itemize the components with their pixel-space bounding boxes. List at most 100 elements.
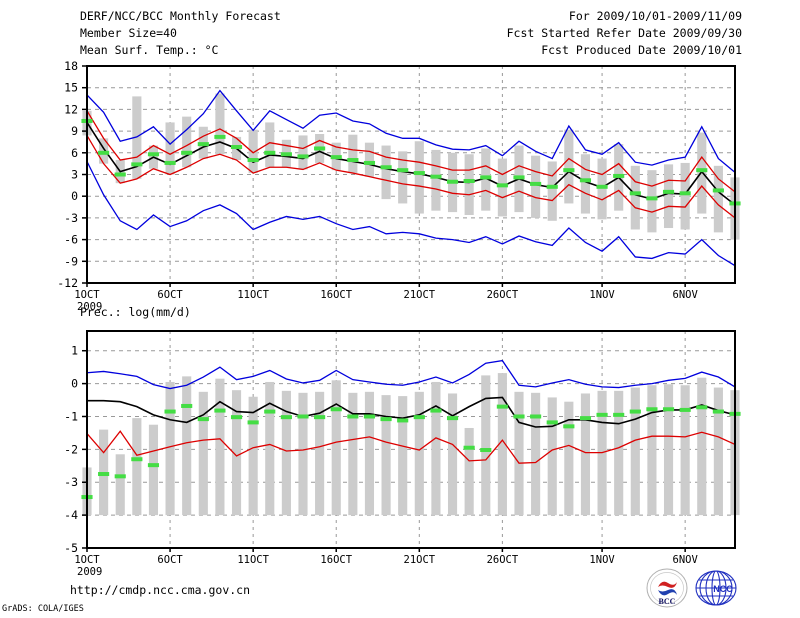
median-marker bbox=[363, 160, 376, 165]
y-tick-label: 15 bbox=[64, 81, 78, 95]
box-whisker-bar bbox=[165, 122, 175, 175]
box-whisker-bar bbox=[531, 155, 541, 218]
box-whisker-bar bbox=[713, 165, 723, 233]
series-min bbox=[86, 161, 736, 267]
x-tick-label: 6OCT bbox=[157, 554, 183, 566]
median-marker bbox=[446, 416, 459, 421]
median-marker bbox=[280, 415, 292, 420]
median-marker bbox=[397, 168, 409, 173]
median-marker bbox=[712, 409, 724, 414]
y-tick-label: 1 bbox=[71, 344, 78, 358]
box-whisker-bar bbox=[497, 373, 507, 516]
median-marker bbox=[147, 463, 160, 468]
median-marker bbox=[679, 191, 691, 196]
box-whisker-bar bbox=[315, 391, 325, 516]
box-whisker-bar bbox=[248, 129, 258, 174]
box-whisker-bar bbox=[132, 96, 142, 179]
y-tick-label: -1 bbox=[64, 409, 78, 423]
box-whisker-bar bbox=[663, 384, 674, 516]
median-marker bbox=[463, 445, 475, 450]
box-whisker-bar bbox=[198, 391, 208, 516]
x-tick-label: 16OCT bbox=[320, 554, 352, 566]
x-tick-label: 11OCT bbox=[237, 289, 269, 301]
median-marker bbox=[164, 160, 176, 165]
median-marker bbox=[214, 134, 226, 139]
temperature-chart-panel: 18 15 12 9 6 3 0 -3 -6 -9 -12 1OCT 6OCT 11OCT 16OCT 21O… bbox=[0, 60, 800, 310]
median-marker bbox=[530, 414, 542, 419]
median-marker bbox=[513, 414, 525, 419]
box-whisker-bar bbox=[231, 390, 242, 516]
box-whisker-bar bbox=[647, 170, 657, 233]
box-whisker-bar bbox=[680, 385, 690, 516]
median-marker bbox=[214, 408, 226, 413]
box-whisker-bar bbox=[381, 395, 391, 516]
box-whisker-bar bbox=[265, 381, 275, 516]
forecast-started-label: Fcst Started Refer Date 2009/09/30 bbox=[506, 26, 742, 40]
y-tick-label: 9 bbox=[71, 124, 78, 138]
box-whisker-bar bbox=[630, 165, 640, 230]
x-tick-label: 16OCT bbox=[320, 289, 352, 301]
median-marker bbox=[247, 420, 259, 425]
median-marker bbox=[463, 179, 475, 184]
y-tick-label: 3 bbox=[71, 168, 78, 182]
median-marker bbox=[596, 412, 608, 417]
median-marker bbox=[513, 175, 525, 180]
box-whisker-bar bbox=[697, 132, 707, 214]
median-marker bbox=[596, 184, 608, 189]
median-marker bbox=[264, 409, 276, 414]
series-mean bbox=[86, 121, 736, 206]
forecast-title: DERF/NCC/BCC Monthly Forecast bbox=[80, 9, 281, 23]
website-url[interactable]: http://cmdp.ncc.cma.gov.cn bbox=[70, 583, 251, 597]
median-marker bbox=[230, 415, 243, 420]
box-whisker-bar bbox=[447, 393, 458, 516]
box-whisker-bar bbox=[547, 161, 557, 221]
ncc-logo: NCC bbox=[693, 567, 739, 609]
median-marker bbox=[247, 158, 259, 163]
box-whisker-bar bbox=[298, 135, 308, 170]
box-whisker-bar bbox=[580, 393, 591, 516]
y-tick-label: 0 bbox=[71, 189, 78, 203]
median-marker bbox=[230, 145, 243, 150]
median-marker bbox=[646, 407, 658, 412]
box-whisker-bar bbox=[464, 154, 474, 216]
median-marker bbox=[530, 181, 542, 186]
median-marker bbox=[546, 184, 558, 189]
median-marker bbox=[662, 189, 675, 194]
x-tick-label: 21OCT bbox=[404, 554, 436, 566]
series-max bbox=[86, 359, 736, 390]
median-marker bbox=[347, 158, 359, 163]
box-whisker-bar bbox=[364, 142, 375, 177]
x-tick-label: 1OCT bbox=[74, 554, 100, 566]
box-whisker-bar bbox=[580, 154, 591, 214]
plot-frame bbox=[86, 330, 736, 549]
box-whisker-bar bbox=[431, 381, 441, 516]
box-whisker-bar bbox=[281, 390, 291, 516]
median-marker bbox=[98, 472, 110, 477]
median-marker bbox=[613, 173, 625, 178]
box-whisker-bar bbox=[431, 149, 441, 211]
box-whisker-bar bbox=[215, 93, 225, 155]
median-marker bbox=[363, 414, 376, 419]
median-marker bbox=[496, 404, 508, 409]
median-marker bbox=[330, 407, 342, 412]
box-whisker-bar bbox=[497, 158, 507, 217]
median-marker bbox=[430, 408, 442, 413]
median-marker bbox=[347, 414, 359, 419]
median-marker bbox=[297, 154, 309, 159]
box-whisker-bar bbox=[115, 454, 125, 516]
box-whisker-bar bbox=[265, 122, 275, 168]
y-tick-label: -3 bbox=[64, 211, 78, 225]
median-marker bbox=[446, 179, 459, 184]
box-whisker-bar bbox=[148, 424, 159, 516]
median-marker bbox=[662, 407, 675, 412]
median-marker bbox=[98, 150, 110, 155]
median-marker bbox=[397, 418, 409, 423]
box-whisker-bar bbox=[348, 392, 358, 516]
year-label: 2009 bbox=[77, 301, 102, 310]
box-whisker-bar bbox=[414, 141, 424, 214]
box-whisker-bar bbox=[547, 397, 557, 516]
box-whisker-bar bbox=[630, 387, 640, 516]
svg-text:BCC: BCC bbox=[659, 597, 676, 606]
